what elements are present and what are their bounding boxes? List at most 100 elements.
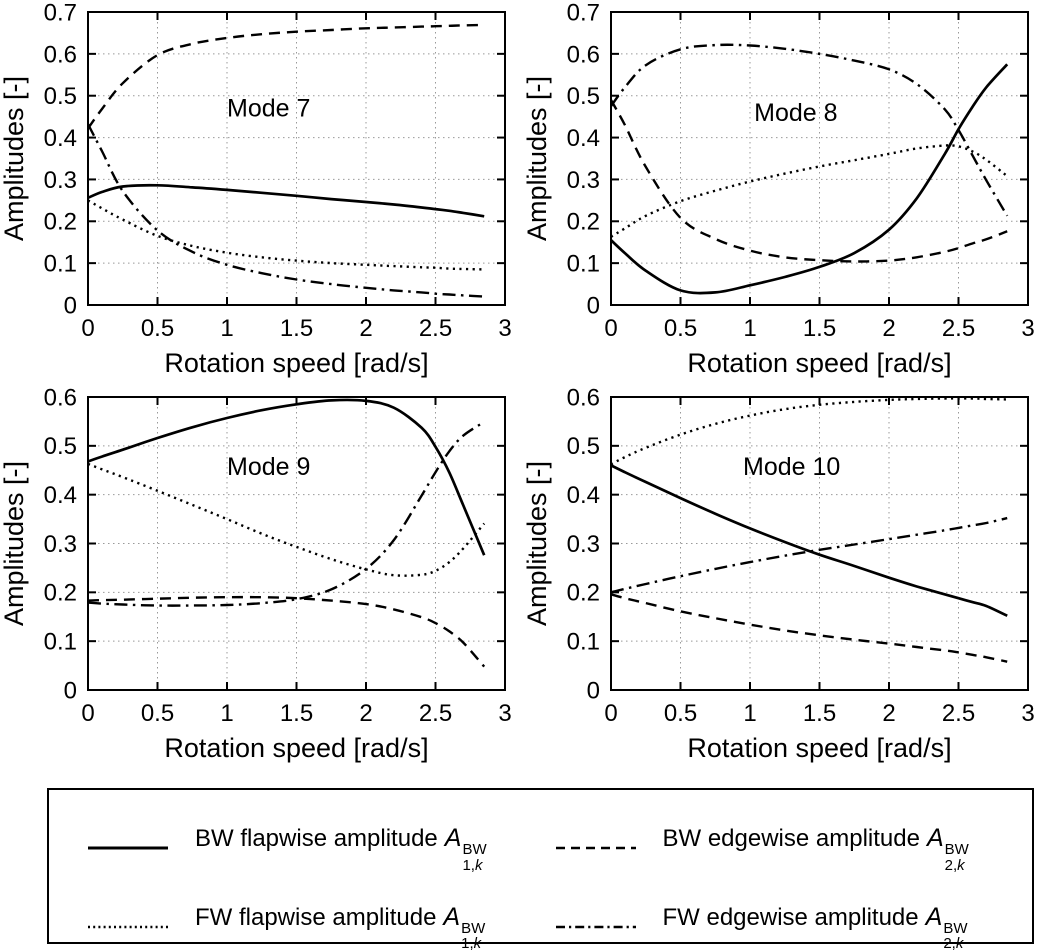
tick-marks: [610, 11, 1029, 306]
svg-text:0.5: 0.5: [141, 700, 174, 727]
legend-box: BW flapwise amplitude A BW 1,k BW edgewise …: [47, 788, 1034, 952]
svg-text:0.3: 0.3: [567, 167, 600, 194]
svg-text:0.5: 0.5: [567, 83, 600, 110]
svg-text:0.6: 0.6: [44, 41, 77, 68]
dashdot-line-sample: [555, 925, 636, 929]
mode-label: Mode 9: [227, 453, 310, 481]
bw-edgewise-series-line: [609, 99, 1008, 263]
legend-item-bw-flapwise: BW flapwise amplitude A BW 1,k: [87, 824, 555, 873]
svg-text:1.5: 1.5: [280, 700, 313, 727]
svg-text:0: 0: [81, 700, 94, 727]
fw-flapwise-series-line: [610, 144, 1008, 238]
x-tick-labels: 0 0.5 1 1.5 2 2.5 3: [81, 700, 511, 727]
svg-text:0.1: 0.1: [567, 629, 600, 656]
fw-edgewise-series-line: [610, 516, 1008, 594]
bw-edgewise-series-line: [87, 23, 485, 130]
gridlines: [611, 397, 1028, 690]
svg-text:0: 0: [604, 700, 617, 727]
svg-text:0.2: 0.2: [44, 580, 77, 607]
svg-text:0.7: 0.7: [567, 0, 600, 26]
tick-marks: [87, 396, 506, 691]
tick-marks: [610, 396, 1029, 691]
x-axis-label: Rotation speed [rad/s]: [687, 348, 951, 378]
fw-flapwise-series-line: [87, 462, 486, 577]
svg-text:3: 3: [498, 700, 511, 727]
bw-flapwise-series-line: [87, 398, 486, 556]
chart-mode-7: 0 0.5 1 1.5 2 2.5 3 0 0.1 0.2 0.3 0.4 0.5 0.6 0.7 Rotat…: [0, 0, 512, 378]
tick-marks: [87, 11, 506, 306]
solid-line-sample: [88, 846, 168, 850]
legend-item-fw-flapwise: FW flapwise amplitude A BW 1,k: [87, 903, 555, 952]
svg-text:0: 0: [604, 315, 617, 342]
svg-text:3: 3: [1021, 700, 1034, 727]
chart-mode-10: 0 0.5 1 1.5 2 2.5 3 0 0.1 0.2 0.3 0.4 0.5 0.6 Rotation…: [523, 385, 1035, 763]
x-axis-label: Rotation speed [rad/s]: [687, 733, 951, 763]
svg-text:2: 2: [882, 315, 895, 342]
legend-label: FW edgewise amplitude A BW 2,k: [662, 902, 968, 952]
svg-text:0.3: 0.3: [567, 531, 600, 558]
svg-text:0: 0: [64, 292, 77, 319]
legend-label: FW flapwise amplitude A BW 1,k: [195, 902, 486, 952]
svg-text:0.3: 0.3: [44, 531, 77, 558]
svg-text:0.3: 0.3: [44, 167, 77, 194]
svg-text:1: 1: [220, 315, 233, 342]
svg-text:2: 2: [882, 700, 895, 727]
svg-text:0.5: 0.5: [44, 83, 77, 110]
svg-text:2.5: 2.5: [942, 700, 975, 727]
svg-text:0: 0: [81, 315, 94, 342]
svg-text:0.7: 0.7: [44, 0, 77, 26]
svg-text:0.6: 0.6: [567, 41, 600, 68]
y-axis-label: Amplitudes [-]: [523, 76, 552, 241]
gridlines: [611, 12, 1028, 305]
fw-edgewise-series-line: [86, 123, 485, 298]
svg-text:2: 2: [359, 700, 372, 727]
svg-text:1: 1: [743, 315, 756, 342]
svg-text:0.6: 0.6: [567, 385, 600, 411]
legend-item-bw-edgewise: BW edgewise amplitude A BW 2,k: [555, 824, 1023, 873]
mode-label: Mode 7: [227, 95, 310, 123]
svg-text:1.5: 1.5: [280, 315, 313, 342]
fw-edgewise-series-line: [87, 420, 485, 607]
svg-text:0.2: 0.2: [567, 209, 600, 236]
svg-text:0.5: 0.5: [664, 315, 697, 342]
mode-label: Mode 8: [754, 99, 837, 127]
y-tick-labels: 0 0.1 0.2 0.3 0.4 0.5 0.6 0.7: [567, 0, 600, 319]
fw-flapwise-series-line: [610, 397, 1008, 466]
svg-text:2.5: 2.5: [419, 315, 452, 342]
y-axis-label: Amplitudes [-]: [523, 461, 552, 626]
svg-text:1.5: 1.5: [803, 700, 836, 727]
svg-text:0.4: 0.4: [567, 482, 600, 509]
x-tick-labels: 0 0.5 1 1.5 2 2.5 3: [604, 700, 1034, 727]
mode-label: Mode 10: [743, 453, 840, 481]
plots-grid: 0 0.5 1 1.5 2 2.5 3 0 0.1 0.2 0.3 0.4 0.5 0.6 0.7 Rotat…: [0, 0, 1035, 763]
svg-text:0: 0: [64, 677, 77, 704]
x-axis-label: Rotation speed [rad/s]: [164, 733, 428, 763]
svg-text:0.4: 0.4: [44, 482, 77, 509]
svg-text:0.5: 0.5: [141, 315, 174, 342]
legend-label: BW edgewise amplitude A BW 2,k: [662, 824, 969, 874]
svg-text:1.5: 1.5: [803, 315, 836, 342]
bw-flapwise-series-line: [610, 464, 1008, 618]
svg-text:0.2: 0.2: [44, 209, 77, 236]
svg-text:0.4: 0.4: [567, 125, 600, 152]
svg-text:0.5: 0.5: [567, 433, 600, 460]
bw-flapwise-series-line: [87, 183, 485, 218]
svg-text:3: 3: [1021, 315, 1034, 342]
legend-label: BW flapwise amplitude A BW 1,k: [195, 824, 487, 874]
y-tick-labels: 0 0.1 0.2 0.3 0.4 0.5 0.6 0.7: [44, 0, 77, 319]
svg-text:0.2: 0.2: [567, 580, 600, 607]
fw-edgewise-series-line: [610, 43, 1009, 217]
y-tick-labels: 0 0.1 0.2 0.3 0.4 0.5 0.6: [44, 385, 77, 704]
bw-flapwise-series-line: [610, 63, 1009, 295]
plot-frame: [610, 396, 1029, 691]
y-axis-label: Amplitudes [-]: [0, 461, 29, 626]
svg-text:0.5: 0.5: [664, 700, 697, 727]
y-axis-label: Amplitudes [-]: [0, 76, 29, 241]
svg-text:2.5: 2.5: [942, 315, 975, 342]
legend-item-fw-edgewise: FW edgewise amplitude A BW 2,k: [555, 903, 1023, 952]
svg-text:0: 0: [587, 292, 600, 319]
fw-flapwise-series-line: [87, 199, 485, 271]
svg-text:1: 1: [220, 700, 233, 727]
plot-frame: [610, 11, 1029, 306]
svg-text:0.5: 0.5: [44, 433, 77, 460]
